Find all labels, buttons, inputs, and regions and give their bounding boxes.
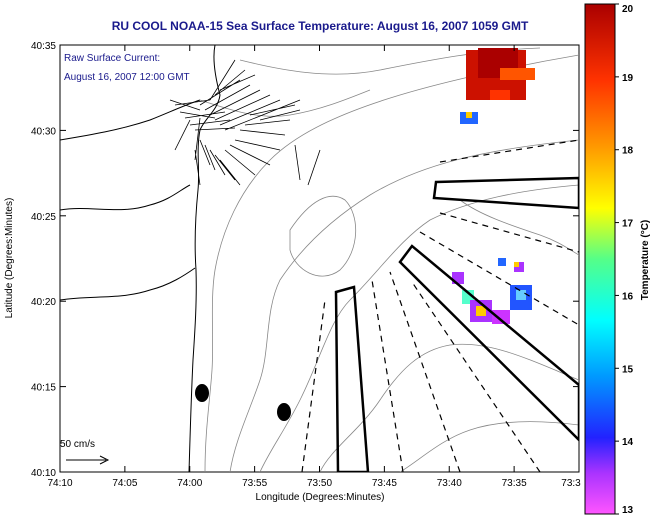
x-tick-label: 73:55 xyxy=(242,478,267,489)
plot-frame xyxy=(59,44,580,473)
sst-patch-cool xyxy=(498,258,506,266)
coastline-segment xyxy=(60,99,201,141)
scale-label: 50 cm/s xyxy=(60,439,95,450)
coastline-segment xyxy=(188,45,221,472)
station-marker xyxy=(277,403,291,421)
x-axis: 74:10 74:05 74:00 73:55 73:50 73:45 73:40 73:35… xyxy=(47,45,581,503)
sst-patch-cool xyxy=(516,290,526,300)
sst-patch-cool xyxy=(476,306,486,316)
current-vectors xyxy=(169,59,321,186)
colorbar: 20 19 18 17 16 15 14 13 Temperature (°C) xyxy=(584,3,651,516)
station-marker xyxy=(195,384,209,402)
x-tick-label: 73:45 xyxy=(372,478,397,489)
y-axis-label: Latitude (Degrees:Minutes) xyxy=(4,198,15,319)
survey-box-east xyxy=(432,176,579,210)
sst-patch-cool xyxy=(466,112,472,118)
beam-line xyxy=(439,212,579,253)
survey-areas xyxy=(334,176,579,472)
colorbar-tick-label: 18 xyxy=(622,146,634,157)
x-tick-label: 73:50 xyxy=(307,478,332,489)
y-tick-label: 40:10 xyxy=(31,468,56,479)
vector-field xyxy=(169,59,301,186)
beam-line xyxy=(419,231,579,326)
sst-patch-cool xyxy=(514,262,519,267)
colorbar-tick-label: 15 xyxy=(622,364,634,375)
y-axis: 40:35 40:30 40:25 40:20 40:15 40:10 Latitude … xyxy=(4,41,579,479)
beam-line xyxy=(301,299,326,472)
radar-beams xyxy=(301,139,579,472)
x-tick-label: 73:35 xyxy=(502,478,527,489)
sst-patch-cool xyxy=(492,310,510,324)
colorbar-gradient xyxy=(584,3,616,515)
colorbar-tick-label: 20 xyxy=(622,4,634,15)
contour-line xyxy=(204,54,579,472)
survey-box-southeast xyxy=(398,244,579,442)
survey-box-south xyxy=(334,285,370,472)
colorbar-tick-label: 13 xyxy=(622,505,634,516)
colorbar-tick-label: 16 xyxy=(622,291,634,302)
y-tick-label: 40:30 xyxy=(31,126,56,137)
current-note-line1: Raw Surface Current: xyxy=(64,53,160,64)
coastline-segment xyxy=(60,184,191,211)
colorbar-tick-label: 14 xyxy=(622,437,634,448)
y-tick-label: 40:15 xyxy=(31,383,56,394)
coastline xyxy=(60,45,221,472)
beam-line xyxy=(389,271,461,472)
current-note-line2: August 16, 2007 12:00 GMT xyxy=(64,72,190,83)
scale-arrow xyxy=(66,455,110,465)
contour-line xyxy=(229,139,579,472)
beam-line xyxy=(411,281,541,472)
colorbar-tick-label: 17 xyxy=(622,219,634,230)
x-tick-label: 74:00 xyxy=(177,478,202,489)
contour-line xyxy=(399,421,579,472)
sst-patches xyxy=(452,48,535,324)
contour-line xyxy=(319,343,579,472)
beam-line xyxy=(439,139,579,163)
vector-field xyxy=(294,144,321,186)
sst-patch-warm xyxy=(500,68,535,80)
x-tick-label: 73:3 xyxy=(561,478,581,489)
contour-line xyxy=(289,195,357,277)
sst-patch-warm xyxy=(490,90,510,100)
x-tick-label: 73:40 xyxy=(437,478,462,489)
x-tick-label: 74:10 xyxy=(47,478,72,489)
contour-line xyxy=(199,89,371,117)
y-tick-label: 40:20 xyxy=(31,297,56,308)
map-title: RU COOL NOAA-15 Sea Surface Temperature:… xyxy=(112,19,529,33)
x-tick-label: 74:05 xyxy=(112,478,137,489)
colorbar-label: Temperature (°C) xyxy=(640,220,651,301)
colorbar-tick-label: 19 xyxy=(622,73,634,84)
scale-arrow-head xyxy=(99,455,110,465)
plot-area: Raw Surface Current: August 16, 2007 12:… xyxy=(59,44,580,473)
y-tick-label: 40:25 xyxy=(31,212,56,223)
coastline-segment xyxy=(60,267,196,301)
x-axis-label: Longitude (Degrees:Minutes) xyxy=(256,492,385,503)
y-tick-label: 40:35 xyxy=(31,41,56,52)
